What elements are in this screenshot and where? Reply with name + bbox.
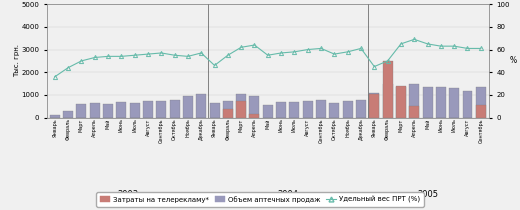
Bar — [116, 102, 126, 118]
Y-axis label: Тыс. грн.: Тыс. грн. — [14, 44, 20, 77]
Bar — [369, 93, 379, 118]
Bar — [329, 103, 340, 118]
Bar — [143, 101, 153, 118]
Bar — [436, 87, 446, 118]
Bar — [236, 94, 246, 118]
Bar — [343, 101, 353, 118]
Bar — [90, 103, 100, 118]
Bar — [170, 100, 179, 118]
Bar — [369, 94, 379, 118]
Bar — [157, 101, 166, 118]
Bar — [103, 104, 113, 118]
Y-axis label: %: % — [509, 56, 516, 65]
Bar — [290, 102, 300, 118]
Bar — [409, 84, 419, 118]
Bar — [250, 96, 259, 118]
Bar — [63, 111, 73, 118]
Bar — [356, 100, 366, 118]
Bar — [303, 101, 313, 118]
Bar — [423, 87, 433, 118]
Bar — [409, 106, 419, 118]
Bar — [236, 101, 246, 118]
Bar — [383, 84, 393, 118]
Legend: Затраты на телерекламу*, Объем аптечных продаж, Удельный вес ПРТ (%): Затраты на телерекламу*, Объем аптечных … — [96, 192, 424, 206]
Bar — [76, 104, 86, 118]
Text: 2003: 2003 — [118, 190, 138, 199]
Bar — [383, 61, 393, 118]
Bar — [223, 109, 233, 118]
Bar — [196, 94, 206, 118]
Bar — [476, 87, 486, 118]
Text: 2005: 2005 — [417, 190, 438, 199]
Bar — [396, 86, 406, 118]
Bar — [223, 101, 233, 118]
Bar — [250, 114, 259, 118]
Bar — [183, 96, 193, 118]
Bar — [276, 102, 286, 118]
Bar — [462, 91, 473, 118]
Bar — [263, 105, 273, 118]
Bar — [210, 103, 219, 118]
Bar — [316, 100, 326, 118]
Bar — [396, 87, 406, 118]
Text: 2004: 2004 — [277, 190, 298, 199]
Bar — [476, 105, 486, 118]
Bar — [50, 115, 60, 118]
Bar — [129, 103, 140, 118]
Bar — [449, 88, 459, 118]
